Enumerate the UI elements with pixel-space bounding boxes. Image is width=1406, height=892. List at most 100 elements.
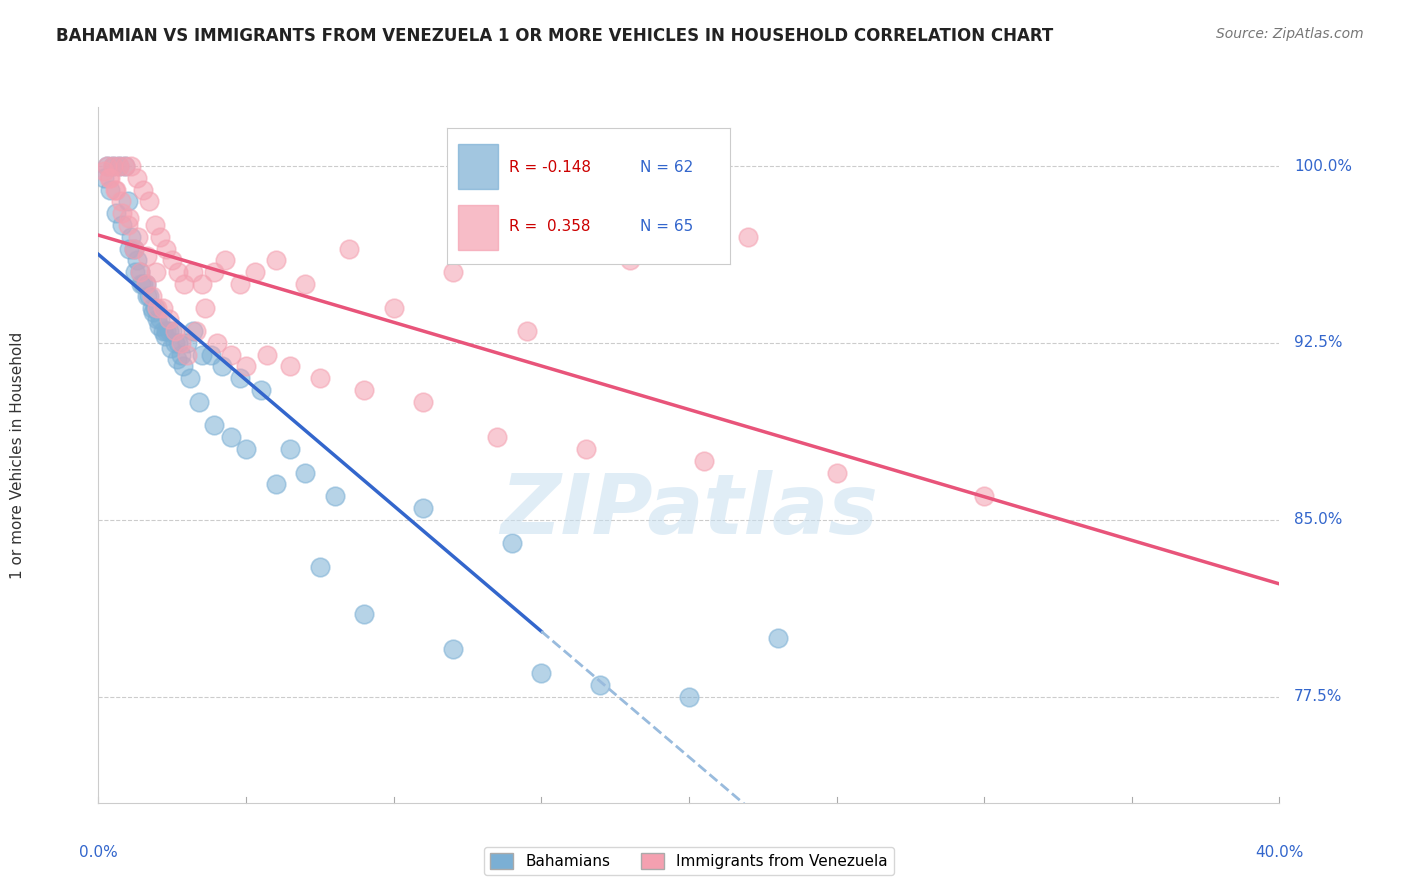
Point <box>122 242 145 256</box>
Point <box>135 277 157 291</box>
Point <box>309 560 332 574</box>
Point <box>128 265 150 279</box>
Point <box>155 242 177 256</box>
Point <box>127 229 149 244</box>
Point <box>825 466 848 480</box>
Point <box>278 359 302 374</box>
Point <box>152 324 174 338</box>
Text: 0.0%: 0.0% <box>79 846 118 860</box>
Point <box>155 324 177 338</box>
Point <box>243 265 266 279</box>
Point <box>294 466 316 480</box>
Point <box>219 348 243 362</box>
Point <box>205 335 228 350</box>
Point <box>143 218 166 232</box>
Point <box>111 218 134 232</box>
Point <box>111 206 134 220</box>
Point <box>146 312 169 326</box>
Point <box>165 335 187 350</box>
Point <box>170 348 193 362</box>
Point <box>136 289 159 303</box>
Point <box>176 335 198 350</box>
Point <box>122 242 145 256</box>
Point <box>152 301 174 315</box>
Point <box>132 277 155 291</box>
Point <box>157 312 180 326</box>
Point <box>187 395 209 409</box>
Point <box>153 328 176 343</box>
Text: 85.0%: 85.0% <box>1294 512 1343 527</box>
Point <box>93 170 115 185</box>
Point <box>143 301 166 315</box>
Point <box>278 442 302 456</box>
Point <box>149 229 172 244</box>
Point <box>973 489 995 503</box>
Point <box>159 341 181 355</box>
Point <box>103 159 125 173</box>
Point <box>202 418 225 433</box>
Point <box>136 249 159 263</box>
Text: 1 or more Vehicles in Household: 1 or more Vehicles in Household <box>10 331 25 579</box>
Point <box>194 301 217 315</box>
Point <box>97 170 120 185</box>
Point <box>353 383 375 397</box>
Point <box>114 159 136 173</box>
Point <box>114 159 136 173</box>
Text: ZIPatlas: ZIPatlas <box>501 470 877 551</box>
Text: 100.0%: 100.0% <box>1294 159 1353 174</box>
Point <box>441 265 464 279</box>
Point <box>264 477 287 491</box>
Point <box>146 301 169 315</box>
Point <box>202 265 225 279</box>
Text: BAHAMIAN VS IMMIGRANTS FROM VENEZUELA 1 OR MORE VEHICLES IN HOUSEHOLD CORRELATIO: BAHAMIAN VS IMMIGRANTS FROM VENEZUELA 1 … <box>56 27 1053 45</box>
Point <box>120 159 142 173</box>
Point <box>148 319 170 334</box>
Point <box>235 359 257 374</box>
Point <box>108 159 131 173</box>
Point <box>179 371 201 385</box>
Point <box>96 159 118 173</box>
Point <box>250 383 273 397</box>
Point <box>157 324 180 338</box>
Point <box>337 242 360 256</box>
Point <box>170 335 193 350</box>
Point <box>256 348 278 362</box>
Point <box>235 442 257 456</box>
Point <box>167 335 190 350</box>
Point <box>129 277 152 291</box>
Point <box>229 371 252 385</box>
Point <box>441 642 464 657</box>
Point <box>191 277 214 291</box>
Point <box>382 301 405 315</box>
Point <box>574 442 596 456</box>
Point <box>141 301 163 315</box>
Point <box>589 678 612 692</box>
Point <box>104 183 127 197</box>
Point <box>135 277 157 291</box>
Point <box>766 631 789 645</box>
Point <box>105 206 128 220</box>
Point <box>501 536 523 550</box>
Point <box>142 305 165 319</box>
Point <box>737 229 759 244</box>
Point <box>118 242 141 256</box>
Point <box>108 159 131 173</box>
Point <box>353 607 375 621</box>
Text: 77.5%: 77.5% <box>1294 690 1343 704</box>
Point <box>162 324 183 338</box>
Legend: Bahamians, Immigrants from Venezuela: Bahamians, Immigrants from Venezuela <box>484 847 894 875</box>
Point <box>124 265 146 279</box>
Point <box>128 265 150 279</box>
Point <box>486 430 509 444</box>
Point <box>619 253 641 268</box>
Point <box>530 666 553 681</box>
Point <box>167 265 190 279</box>
Point <box>93 163 115 178</box>
Point <box>173 277 195 291</box>
Point <box>181 324 204 338</box>
Point <box>172 359 194 374</box>
Point <box>120 229 142 244</box>
Point <box>678 690 700 704</box>
Point <box>138 289 160 303</box>
Point <box>165 324 187 338</box>
